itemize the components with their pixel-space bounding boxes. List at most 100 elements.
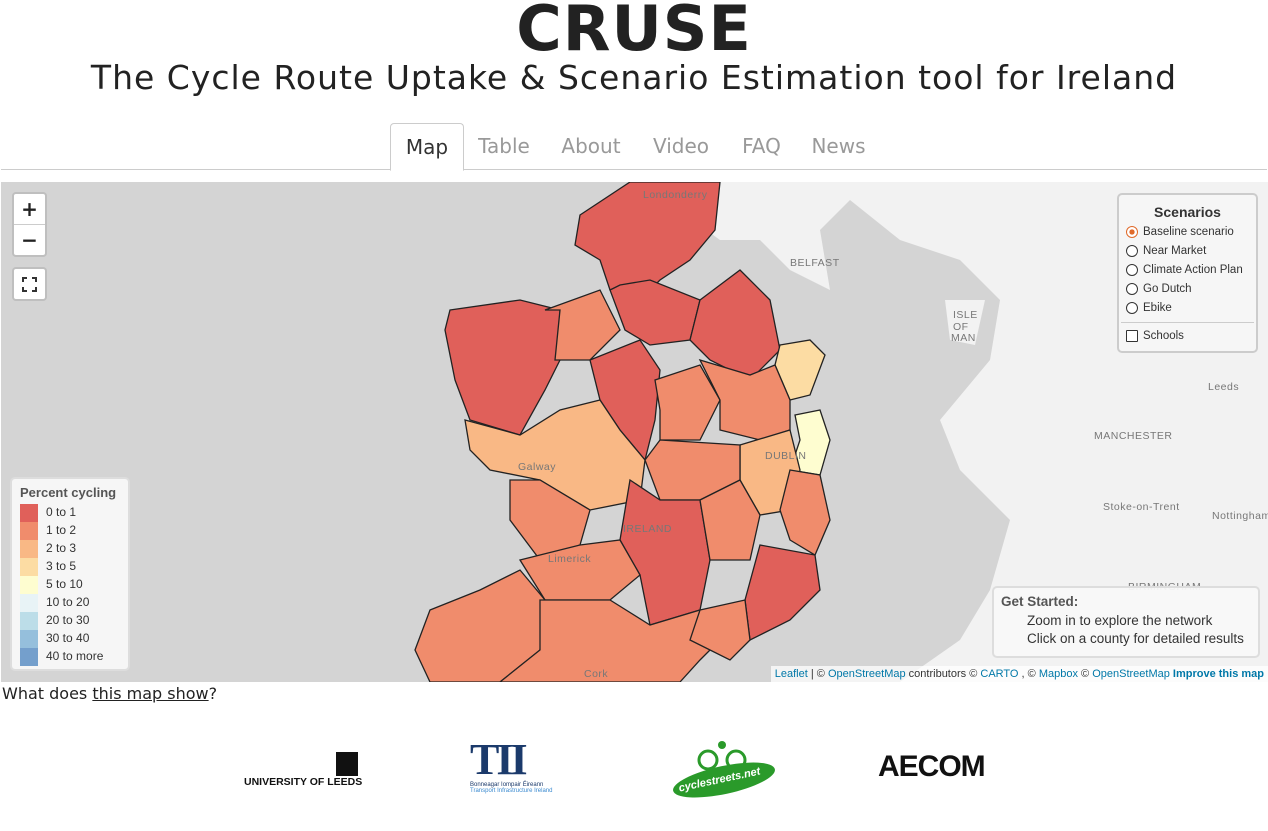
- legend-item: 30 to 40: [12, 629, 128, 648]
- legend-title: Percent cycling: [20, 485, 117, 500]
- get-started-title: Get Started:: [1001, 594, 1079, 609]
- radio: [1126, 283, 1138, 295]
- option-label: Climate Action Plan: [1143, 264, 1243, 276]
- attribution: Leaflet | © OpenStreetMap contributors ©…: [770, 666, 1268, 682]
- link[interactable]: this map show: [92, 684, 209, 703]
- title: CRUSE: [516, 0, 752, 65]
- legend-item: 20 to 30: [12, 611, 128, 630]
- legend-swatch: [20, 630, 38, 648]
- legend-label: 1 to 2: [46, 523, 77, 537]
- attribution-text: ©: [1081, 668, 1090, 680]
- schools-checkbox[interactable]: Schools: [1119, 327, 1256, 346]
- legend-swatch: [20, 558, 38, 576]
- attribution-link[interactable]: Leaflet: [774, 668, 808, 680]
- legend-items: 0 to 1 1 to 2 2 to 3 3 to 5 5 to 10 10 to 20 2…: [12, 503, 128, 666]
- place-label: MAN: [951, 332, 976, 344]
- scenario-option[interactable]: Baseline scenario: [1119, 223, 1256, 242]
- legend-item: 3 to 5: [12, 557, 128, 576]
- legend-label: 30 to 40: [46, 631, 90, 645]
- fullscreen-button[interactable]: [12, 267, 47, 301]
- footer-question: What does this map show?: [2, 684, 217, 703]
- attribution-text: | ©: [810, 668, 825, 680]
- checkbox-label: Schools: [1143, 330, 1184, 342]
- legend-label: 20 to 30: [46, 613, 90, 627]
- attribution-link[interactable]: Improve this map: [1172, 668, 1264, 680]
- attribution-link[interactable]: CARTO: [980, 668, 1019, 680]
- legend-item: 10 to 20: [12, 593, 128, 612]
- legend-label: 0 to 1: [46, 505, 77, 519]
- place-label: DUBLIN: [765, 450, 807, 462]
- get-started-line: Zoom in to explore the network: [1027, 613, 1213, 628]
- place-label: BELFAST: [790, 257, 840, 269]
- scenario-option[interactable]: Climate Action Plan: [1119, 261, 1256, 280]
- attribution-link[interactable]: OpenStreetMap: [827, 668, 906, 680]
- legend-swatch: [20, 540, 38, 558]
- tab[interactable]: Video: [652, 134, 710, 158]
- land: [945, 300, 985, 345]
- legend-item: 1 to 2: [12, 521, 128, 540]
- option-label: Near Market: [1143, 245, 1207, 257]
- attribution-link[interactable]: OpenStreetMap: [1092, 668, 1170, 680]
- place-label: Limerick: [548, 553, 591, 565]
- scenario-option[interactable]: Ebike: [1119, 299, 1256, 318]
- scenario-options: Baseline scenario Near Market Climate Acti…: [1119, 223, 1256, 318]
- legend-swatch: [20, 612, 38, 630]
- legend-swatch: [20, 576, 38, 594]
- scenario-option[interactable]: Go Dutch: [1119, 280, 1256, 299]
- radio: [1126, 302, 1138, 314]
- place-label: Leeds: [1208, 381, 1239, 393]
- legend-swatch: [20, 504, 38, 522]
- counties: [414, 182, 831, 682]
- text: What does: [2, 684, 88, 703]
- logo-tii[interactable]: TII Bonneagar Iompair Éireann Transport …: [470, 738, 560, 798]
- place-label: OF: [953, 321, 969, 333]
- tabs: Map Table About Video FAQ News: [1, 123, 1267, 171]
- legend-label: 40 to more: [46, 649, 104, 663]
- scenario-title: Scenarios: [1154, 204, 1221, 220]
- tab[interactable]: News: [811, 134, 866, 158]
- attribution-text: , ©: [1021, 668, 1036, 680]
- radio: [1126, 226, 1138, 238]
- tab[interactable]: Map: [390, 123, 464, 171]
- option-label: Ebike: [1143, 302, 1172, 314]
- legend-swatch: [20, 648, 38, 666]
- legend-swatch: [20, 594, 38, 612]
- text: ?: [208, 684, 218, 703]
- place-label: Cork: [584, 668, 608, 680]
- zoom-control: + −: [12, 192, 47, 257]
- legend-label: 10 to 20: [46, 595, 90, 609]
- logo-text: UNIVERSITY OF LEEDS: [244, 776, 363, 788]
- tab[interactable]: Table: [478, 134, 530, 158]
- legend-label: 2 to 3: [46, 541, 77, 555]
- place-label: IRELAND: [623, 523, 672, 535]
- zoom-out[interactable]: −: [21, 228, 38, 252]
- legend-label: 5 to 10: [46, 577, 83, 591]
- attribution-text: contributors ©: [908, 668, 978, 680]
- scenario-option[interactable]: Near Market: [1119, 242, 1256, 261]
- radio: [1126, 245, 1138, 257]
- tab[interactable]: FAQ: [742, 134, 781, 158]
- zoom-in[interactable]: +: [14, 194, 45, 225]
- place-label: Galway: [518, 461, 556, 473]
- place-label: Nottingham: [1212, 510, 1268, 522]
- subtitle: The Cycle Route Uptake & Scenario Estima…: [90, 58, 1178, 97]
- land: [640, 182, 1268, 682]
- legend-item: 40 to more: [12, 647, 128, 666]
- legend-item: 0 to 1: [12, 503, 128, 522]
- attribution-link[interactable]: Mapbox: [1038, 668, 1078, 680]
- logo-cyclestreets[interactable]: cyclestreets.net: [670, 740, 778, 798]
- logo-text: Bonneagar Iompair Éireann: [470, 782, 544, 788]
- get-started: Get Started: Zoom in to explore the netw…: [992, 586, 1260, 658]
- scenario-panel: Scenarios Baseline scenario Near Market Cl…: [1117, 193, 1258, 353]
- place-label: MANCHESTER: [1094, 430, 1173, 442]
- logo-leeds[interactable]: UNIVERSITY OF LEEDS: [244, 752, 363, 788]
- logo-aecom[interactable]: AECOM: [878, 750, 986, 783]
- map[interactable]: Londonderry BELFAST ISLE OF MAN Leeds MANCHEST…: [1, 182, 1268, 682]
- fullscreen-icon: [22, 277, 37, 292]
- get-started-line: Click on a county for detailed results: [1027, 631, 1244, 646]
- legend-item: 5 to 10: [12, 575, 128, 594]
- logo-icon: [673, 741, 775, 798]
- tab[interactable]: About: [561, 134, 621, 158]
